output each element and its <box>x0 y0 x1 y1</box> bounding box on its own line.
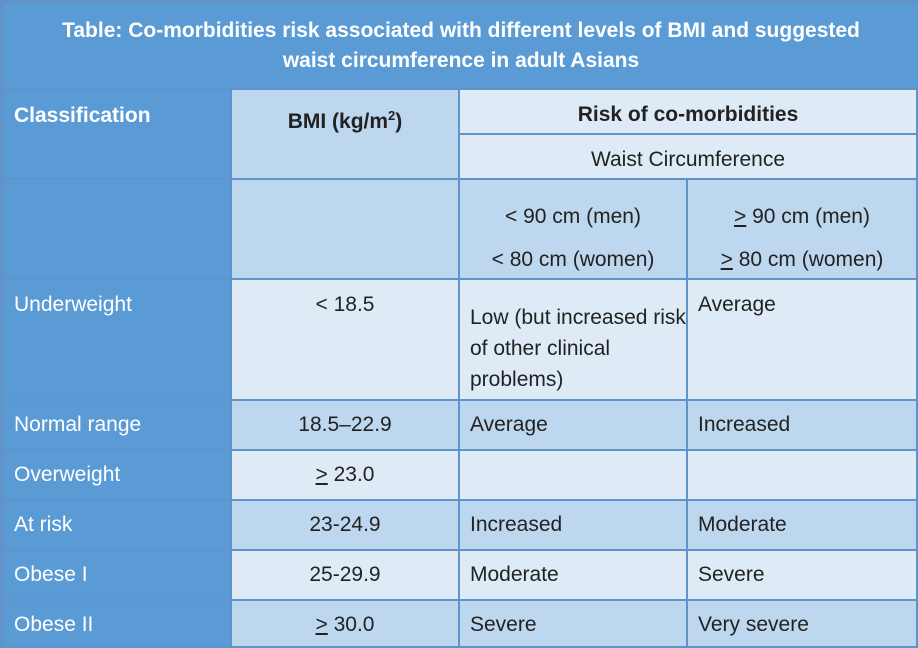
row-classification: At risk <box>14 513 73 536</box>
row-bmi-value: 30.0 <box>327 613 375 636</box>
gte-symbol: > <box>734 205 747 228</box>
header-bmi-empty <box>232 180 458 278</box>
row-risk-high-cell: Very severe <box>688 601 916 646</box>
waist-women-lower: < 80 cm (women) <box>491 248 655 271</box>
gte-symbol: > <box>720 248 733 271</box>
header-waist: Waist Circumference <box>460 135 916 178</box>
row-risk-low-cell: Average <box>460 401 686 449</box>
row-risk-low-cell: Low (but increased risk of other clinica… <box>460 280 686 399</box>
row-classification-cell: Normal range <box>4 401 230 449</box>
row-classification-cell: Underweight <box>4 280 230 399</box>
waist-women-upper: > 80 cm (women) <box>688 245 916 275</box>
header-waist-lower: < 90 cm (men) < 80 cm (women) <box>460 180 686 278</box>
header-waist-label: Waist Circumference <box>590 148 786 171</box>
row-risk-high: Very severe <box>698 613 809 636</box>
table-title-line1: Table: Co-morbidities risk associated wi… <box>62 19 860 42</box>
row-bmi-value: 23.0 <box>327 463 375 486</box>
row-bmi-cell: 23-24.9 <box>232 501 458 549</box>
row-bmi-value: 23-24.9 <box>309 513 381 536</box>
row-risk-high: Average <box>698 293 776 316</box>
row-risk-high: Moderate <box>698 513 787 536</box>
row-bmi-value: 25-29.9 <box>309 563 381 586</box>
row-classification: Obese II <box>14 613 94 636</box>
row-risk-low: Average <box>470 413 548 436</box>
row-bmi-value: < 18.5 <box>315 293 375 316</box>
row-risk-high-cell: Moderate <box>688 501 916 549</box>
header-bmi-label: BMI (kg/m <box>287 110 389 133</box>
row-classification: Underweight <box>14 293 132 316</box>
row-bmi-cell: > 23.0 <box>232 451 458 499</box>
header-bmi-close: ) <box>395 110 403 133</box>
table-title: Table: Co-morbidities risk associated wi… <box>4 4 918 88</box>
header-classification: Classification <box>4 90 230 178</box>
row-risk-high: Increased <box>698 413 791 436</box>
header-waist-upper: > 90 cm (men) > 80 cm (women) <box>688 180 916 278</box>
row-risk-high-cell: Severe <box>688 551 916 599</box>
row-risk-low: Moderate <box>470 563 559 586</box>
row-risk-low-cell: Moderate <box>460 551 686 599</box>
header-risk-label: Risk of co-morbidities <box>577 103 799 126</box>
row-risk-low-cell: Severe <box>460 601 686 646</box>
row-risk-high-cell: Average <box>688 280 916 399</box>
row-bmi-symbol: > <box>315 613 328 636</box>
row-risk-low-cell: Increased <box>460 501 686 549</box>
header-bmi: BMI (kg/m2) <box>232 90 458 178</box>
header-risk: Risk of co-morbidities <box>460 90 916 133</box>
row-bmi-cell: > 30.0 <box>232 601 458 646</box>
row-classification-cell: At risk <box>4 501 230 549</box>
row-classification-cell: Obese II <box>4 601 230 646</box>
row-bmi-cell: 25-29.9 <box>232 551 458 599</box>
row-risk-low: Severe <box>470 613 537 636</box>
row-bmi-cell: < 18.5 <box>232 280 458 399</box>
row-risk-high: Severe <box>698 563 765 586</box>
row-bmi-symbol: > <box>315 463 328 486</box>
row-risk-low-cell <box>460 451 686 499</box>
table-title-line2: waist circumference in adult Asians <box>282 49 640 72</box>
row-classification-cell: Obese I <box>4 551 230 599</box>
row-classification: Overweight <box>14 463 121 486</box>
header-classification-label: Classification <box>14 104 151 127</box>
waist-men-lower: < 90 cm (men) <box>505 205 641 228</box>
header-classification-empty <box>4 180 230 278</box>
row-risk-high-cell <box>688 451 916 499</box>
waist-men-upper: > 90 cm (men) <box>688 202 916 232</box>
row-classification: Obese I <box>14 563 88 586</box>
waist-women-upper-text: 80 cm (women) <box>732 248 884 271</box>
row-bmi-value: 18.5–22.9 <box>298 413 392 436</box>
waist-men-upper-text: 90 cm (men) <box>746 205 870 228</box>
row-risk-high-cell: Increased <box>688 401 916 449</box>
row-risk-low: Increased <box>470 513 563 536</box>
row-bmi-cell: 18.5–22.9 <box>232 401 458 449</box>
row-classification-cell: Overweight <box>4 451 230 499</box>
header-bmi-superscript: 2 <box>388 108 396 123</box>
row-risk-low: Low (but increased risk of other clinica… <box>470 306 686 391</box>
row-classification: Normal range <box>14 413 142 436</box>
